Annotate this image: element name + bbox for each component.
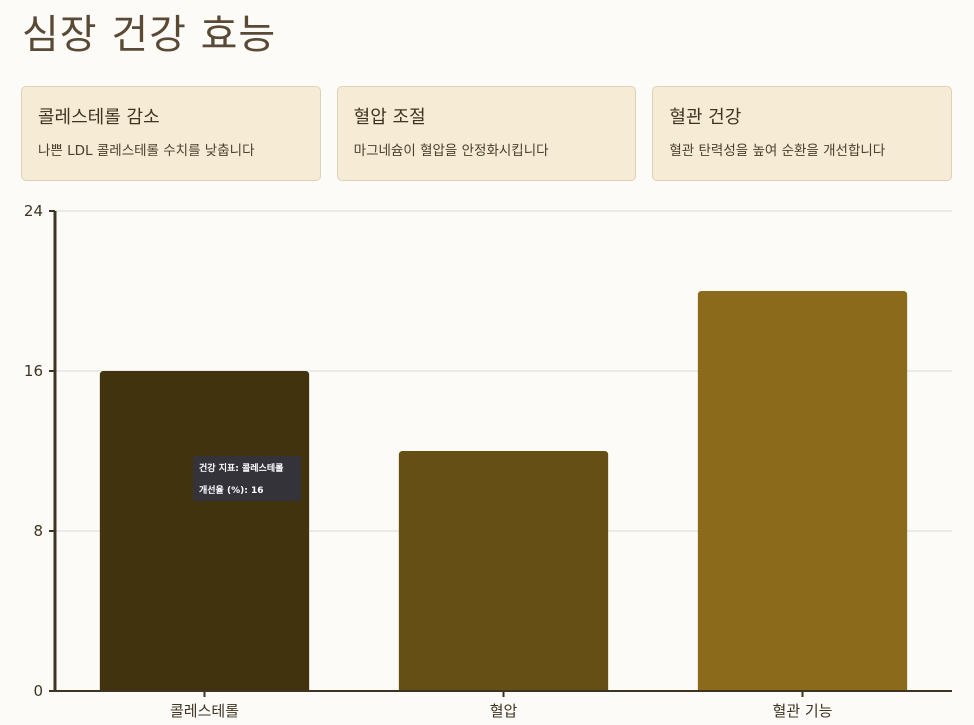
benefit-card-cholesterol: 콜레스테롤 감소 나쁜 LDL 콜레스테롤 수치를 낮춥니다 [21, 86, 321, 181]
bar [99, 371, 310, 691]
bar [697, 291, 908, 691]
card-description: 나쁜 LDL 콜레스테롤 수치를 낮춥니다 [38, 143, 255, 159]
x-axis-ticks: 콜레스테롤 혈압 혈관 기능 [170, 691, 833, 720]
benefit-card-vascular: 혈관 건강 혈관 탄력성을 높여 순환을 개선합니다 [652, 86, 953, 181]
bar [398, 451, 609, 691]
y-axis-ticks: 0 8 16 24 [24, 202, 55, 700]
bars [99, 291, 908, 691]
y-tick-label: 8 [33, 522, 43, 540]
card-description: 마그네슘이 혈압을 안정화시킵니다 [353, 143, 549, 159]
page-title: 심장 건강 효능 [22, 12, 277, 58]
card-title: 혈압 조절 [353, 107, 426, 128]
y-tick-label: 16 [24, 362, 43, 380]
x-tick-label: 콜레스테롤 [170, 702, 239, 720]
card-description: 혈관 탄력성을 높여 순환을 개선합니다 [669, 143, 886, 159]
benefit-card-blood-pressure: 혈압 조절 마그네슘이 혈압을 안정화시킵니다 [336, 86, 637, 181]
x-tick-label: 혈압 [490, 702, 518, 720]
card-title: 콜레스테롤 감소 [38, 107, 160, 128]
bar-chart: 0 8 16 24 콜레스테롤 혈압 혈관 기능 [24, 202, 952, 720]
y-tick-label: 24 [24, 202, 43, 220]
tooltip-line: 개선율 (%): 16 [199, 486, 264, 496]
y-tick-label: 0 [33, 682, 43, 700]
card-title: 혈관 건강 [669, 107, 742, 128]
benefit-cards: 콜레스테롤 감소 나쁜 LDL 콜레스테롤 수치를 낮춥니다 혈압 조절 마그네… [21, 86, 953, 181]
chart-tooltip: 건강 지표: 콜레스테롤 개선율 (%): 16 [193, 456, 301, 501]
tooltip-line: 건강 지표: 콜레스테롤 [199, 464, 284, 474]
x-tick-label: 혈관 기능 [773, 702, 833, 720]
